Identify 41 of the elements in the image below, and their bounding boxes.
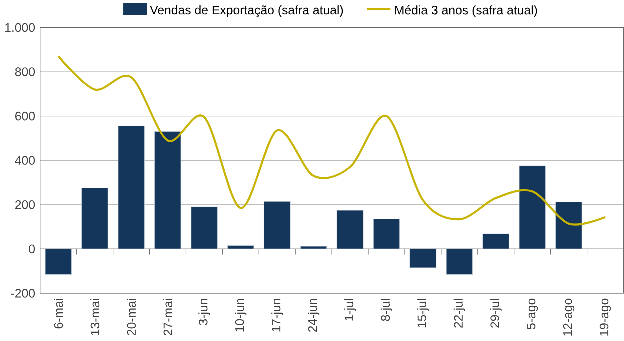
legend-label: Média 3 anos (safra atual) <box>395 5 538 17</box>
bar <box>410 248 437 268</box>
legend-label: Vendas de Exportação (safra atual) <box>150 5 344 17</box>
x-tick-label: 22-jul <box>454 298 466 328</box>
bar <box>118 126 145 250</box>
x-tick-label: 1-jul <box>344 298 356 321</box>
y-tick-label: 0 <box>29 244 36 254</box>
bar <box>519 166 546 250</box>
x-tick-label: 5-ago <box>527 298 538 330</box>
line-series <box>58 55 607 226</box>
y-tick-label: 400 <box>15 156 36 165</box>
y-tick-label: 200 <box>16 200 36 210</box>
x-tick-label: 12-ago <box>563 298 575 336</box>
y-tick-label: 1.000 <box>6 23 36 32</box>
bar <box>482 234 510 250</box>
x-tick-label: 17-jun <box>272 298 284 332</box>
y-tick-label: 600 <box>16 112 36 121</box>
bar <box>336 210 364 250</box>
x-tick-label: 6-mai <box>54 298 64 328</box>
bar <box>45 248 72 275</box>
x-tick-label: 10-jun <box>235 298 247 332</box>
x-tick-label: 27-mai <box>163 298 173 336</box>
bar <box>154 131 182 250</box>
bar <box>264 201 291 250</box>
x-tick-label: 13-mai <box>90 298 100 335</box>
y-tick-label: 800 <box>15 67 36 76</box>
bar <box>228 245 254 250</box>
x-tick-label: 24-jun <box>308 298 320 332</box>
x-tick-label: 19-ago <box>600 298 612 336</box>
bar <box>556 202 582 250</box>
x-tick-label: 15-jul <box>417 298 429 328</box>
x-tick-label: 8-jul <box>380 298 392 321</box>
y-tick-label: -200 <box>11 288 36 298</box>
bar <box>373 218 400 250</box>
bar <box>191 206 218 250</box>
x-tick-label: 20-mai <box>126 298 136 336</box>
x-tick-label: 29-jul <box>490 298 502 328</box>
x-tick-label: 3-jun <box>198 298 210 326</box>
bar <box>300 246 328 250</box>
bar <box>82 188 108 250</box>
bar <box>446 248 474 275</box>
